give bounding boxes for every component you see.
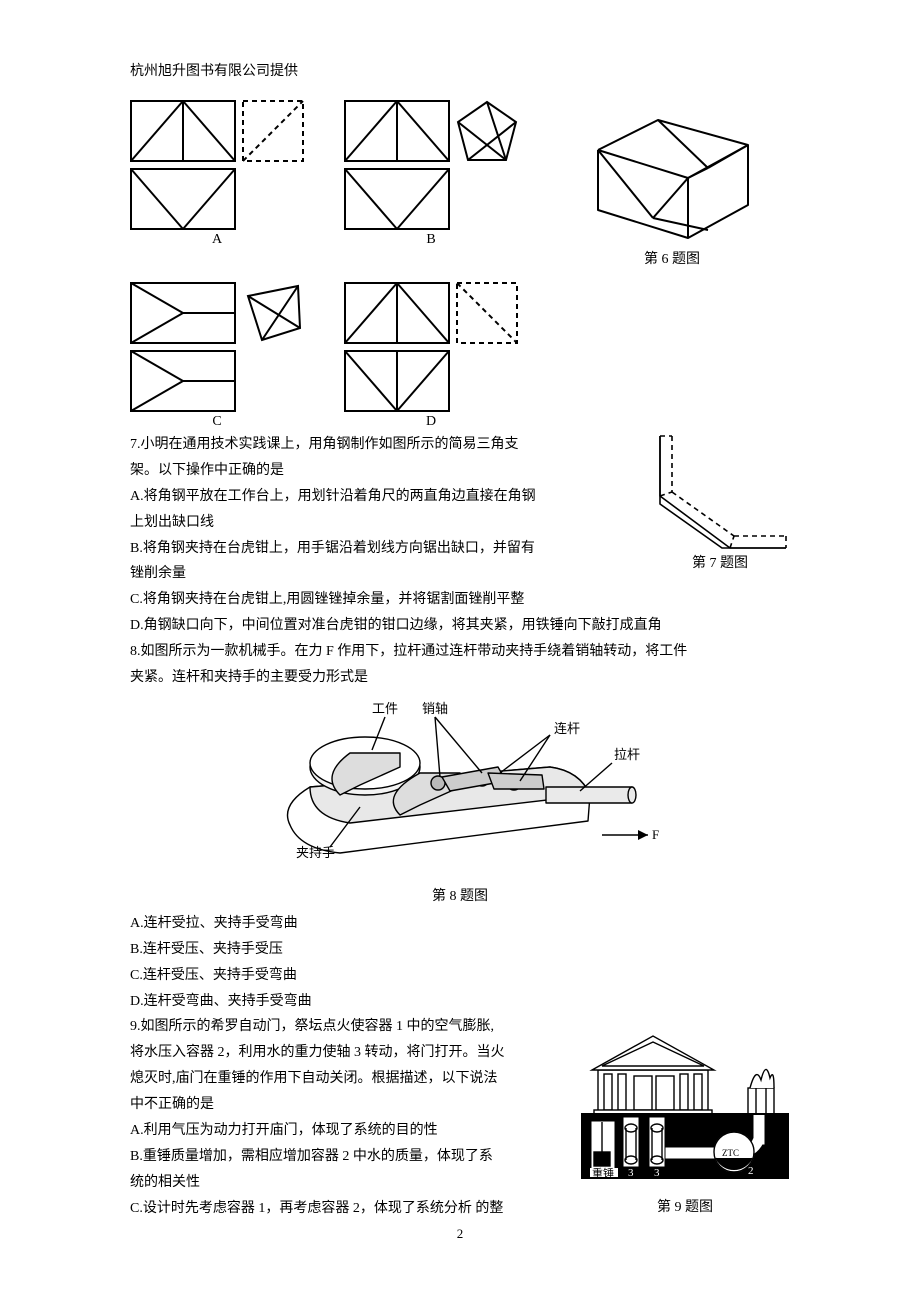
q6-c-view3 — [130, 350, 236, 412]
q7-optD: D.角钢缺口向下，中间位置对准台虎钳的钳口边缘，将其夹紧，用铁锤向下敲打成直角 — [130, 613, 790, 639]
q8-optC: C.连杆受压、夹持手受弯曲 — [130, 963, 790, 989]
q6-b-view2 — [456, 100, 518, 162]
q6-d-view2 — [456, 282, 518, 344]
q9-stem-line4: 中不正确的是 — [130, 1092, 566, 1118]
q9-stem-line2: 将水压入容器 2，利用水的重力使轴 3 转动，将门打开。当火 — [130, 1040, 566, 1066]
q7-svg — [650, 432, 790, 552]
provider-header: 杭州旭升图书有限公司提供 — [130, 60, 790, 80]
q6-caption: 第 6 题图 — [644, 248, 700, 268]
q9-optB-line2: 统的相关性 — [130, 1170, 566, 1196]
q6-iso-figure: 第 6 题图 — [578, 110, 766, 268]
q8-caption: 第 8 题图 — [432, 885, 488, 905]
q6-a-view2 — [242, 100, 304, 162]
q8-optA: A.连杆受拉、夹持手受弯曲 — [130, 911, 790, 937]
q8-label-pull: 拉杆 — [614, 747, 640, 762]
q6-row1: A — [130, 100, 790, 268]
q7-stem-line2: 架。以下操作中正确的是 — [130, 458, 630, 484]
q9-stem-line1: 9.如图所示的希罗自动门，祭坛点火使容器 1 中的空气膨胀, — [130, 1014, 566, 1040]
q6-option-a: A — [130, 100, 304, 248]
q6-b-view1 — [344, 100, 450, 162]
q9-label-2: 2 — [748, 1165, 754, 1177]
q8-label-grip: 夹持手 — [296, 845, 335, 860]
q8-optB: B.连杆受压、夹持手受压 — [130, 937, 790, 963]
q6-a-view1 — [130, 100, 236, 162]
q9-caption: 第 9 题图 — [657, 1196, 713, 1216]
q7-optB-line1: B.将角钢夹持在台虎钳上，用手锯沿着划线方向锯出缺口，并留有 — [130, 536, 630, 562]
q9-block: 9.如图所示的希罗自动门，祭坛点火使容器 1 中的空气膨胀, 将水压入容器 2，… — [130, 1014, 790, 1221]
q8-label-pin: 销轴 — [422, 701, 448, 716]
q6-d-view3 — [344, 350, 450, 412]
q6-c-label: C — [212, 414, 221, 430]
q7-optB-line2: 锉削余量 — [130, 561, 630, 587]
q6-b-label: B — [426, 232, 435, 248]
q7-optA-line2: 上划出缺口线 — [130, 510, 630, 536]
q8-label-workpiece: 工件 — [372, 701, 398, 716]
q6-c-view1 — [130, 282, 236, 344]
q8-svg: 工件 销轴 连杆 拉杆 夹持手 F — [250, 695, 670, 885]
q6-a-view3 — [130, 168, 236, 230]
q8-optD: D.连杆受弯曲、夹持手受弯曲 — [130, 989, 790, 1015]
q8-label-force: F — [652, 827, 659, 842]
q8-stem-line2: 夹紧。连杆和夹持手的主要受力形式是 — [130, 665, 790, 691]
q6-d-view1 — [344, 282, 450, 344]
q7-optA-line1: A.将角钢平放在工作台上，用划针沿着角尺的两直角边直接在角钢 — [130, 484, 630, 510]
q6-b-view3 — [344, 168, 450, 230]
q6-c-view2 — [242, 282, 304, 344]
q7-optC: C.将角钢夹持在台虎钳上,用圆锉锉掉余量，并将锯割面锉削平整 — [130, 587, 790, 613]
page-number: 2 — [0, 1226, 920, 1242]
page: 杭州旭升图书有限公司提供 — [0, 0, 920, 1262]
q9-label-ztc: ZTC — [722, 1148, 739, 1158]
q9-optA: A.利用气压为动力打开庙门，体现了系统的目的性 — [130, 1118, 566, 1144]
q9-figure: 重锤 3 3 2 ZTC 第 9 题图 — [580, 1018, 790, 1216]
q6-a-label: A — [212, 232, 222, 248]
q8-stem-line1: 8.如图所示为一款机械手。在力 F 作用下，拉杆通过连杆带动夹持手绕着销轴转动，… — [130, 639, 790, 665]
q7-stem-line1: 7.小明在通用技术实践课上，用角钢制作如图所示的简易三角支 — [130, 432, 630, 458]
q7-block: 7.小明在通用技术实践课上，用角钢制作如图所示的简易三角支 架。以下操作中正确的… — [130, 432, 790, 587]
q6-option-b: B — [344, 100, 518, 248]
q9-optB-line1: B.重锤质量增加，需相应增加容器 2 中水的质量，体现了系 — [130, 1144, 566, 1170]
q9-stem-line3: 熄灭时,庙门在重锤的作用下自动关闭。根据描述，以下说法 — [130, 1066, 566, 1092]
q6-d-label: D — [426, 414, 436, 430]
q6-option-c: C — [130, 282, 304, 430]
q8-label-link: 连杆 — [554, 721, 580, 736]
q6-row2: C — [130, 282, 790, 430]
q7-figure: 第 7 题图 — [650, 432, 790, 572]
q8-figure: 工件 销轴 连杆 拉杆 夹持手 F 第 8 题图 — [130, 695, 790, 905]
q9-svg: 重锤 3 3 2 ZTC — [580, 1018, 790, 1190]
q6-option-d: D — [344, 282, 518, 430]
q9-optC: C.设计时先考虑容器 1，再考虑容器 2，体现了系统分析 的整 — [130, 1196, 566, 1222]
q7-caption: 第 7 题图 — [692, 552, 748, 572]
q6-iso-svg — [578, 110, 766, 248]
